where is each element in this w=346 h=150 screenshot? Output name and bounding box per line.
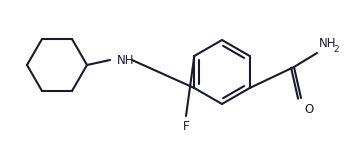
Text: F: F xyxy=(183,120,189,133)
Text: 2: 2 xyxy=(333,45,339,54)
Text: O: O xyxy=(304,103,313,116)
Text: NH: NH xyxy=(117,54,135,66)
Text: NH: NH xyxy=(319,37,337,50)
